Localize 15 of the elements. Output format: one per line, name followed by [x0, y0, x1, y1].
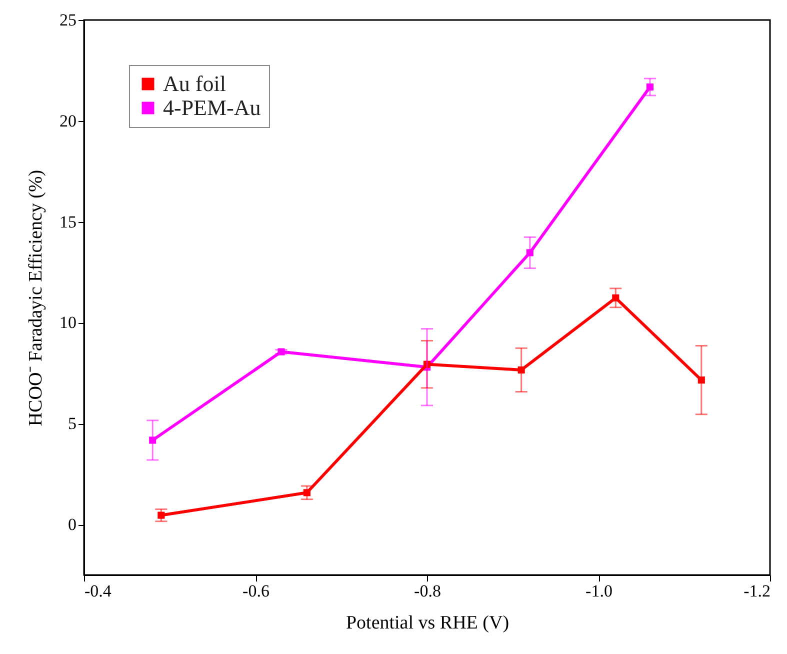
y-tick-label: 10 — [60, 313, 76, 332]
legend-label: Au foil — [163, 71, 226, 96]
y-tick-label: 25 — [60, 10, 76, 30]
x-axis-title: Potential vs RHE (V) — [346, 612, 510, 634]
x-tick-label: -1.0 — [586, 582, 612, 600]
x-tick-label: -0.6 — [242, 582, 270, 600]
y-tick-label: 15 — [60, 212, 76, 232]
y-tick-label: 20 — [60, 111, 76, 130]
y-tick-label: 0 — [68, 515, 76, 534]
legend-label: 4-PEM-Au — [163, 95, 261, 120]
x-tick-label: -1.2 — [744, 582, 770, 600]
x-tick-label: -0.4 — [84, 582, 112, 600]
y-tick-label: 5 — [68, 414, 76, 434]
y-axis-title: HCOO⁻ Faradayic Efficiency (%) — [26, 170, 46, 426]
x-tick-label: -0.8 — [414, 582, 441, 600]
